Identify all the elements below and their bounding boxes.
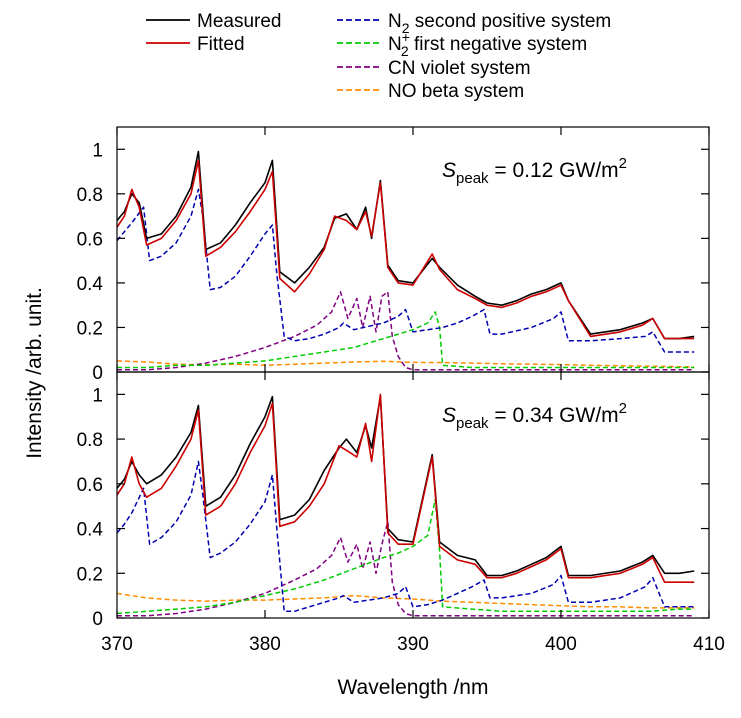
legend-label: CN violet system [388,58,531,79]
legend-label: N2 second positive system [388,11,611,36]
y-tick-label: 0.6 [77,475,103,496]
y-tick-label: 0.6 [77,229,103,250]
x-axis-tick-labels: 370 380 390 400 410 [101,634,725,655]
legend-item-measured: Measured [146,11,282,32]
y-tick-label: 0 [92,609,103,630]
x-axis-title: Wavelength /nm [338,676,489,699]
y-tick-label: 0.8 [77,185,103,206]
series-line-fitted [117,159,695,340]
peak-intensity-annotation: Speak = 0.34 GW/m2 [442,400,627,432]
legend-label: NO beta system [388,81,524,102]
y-tick-label: 1 [92,140,103,161]
y-axis-title: Intensity /arb. unit. [23,287,46,459]
legend-label: Fitted [197,34,245,55]
x-tick-label: 400 [545,634,577,655]
legend-item-cn-violet-system: CN violet system [337,58,531,79]
series-group [117,150,695,371]
series-line-cn-violet-system [117,521,695,617]
panel-top: 0 0.2 0.4 0.6 0.8 1 Speak = 0.12 GW/m2 [77,126,710,384]
legend-item-n2-second-positive-system: N2 second positive system [337,11,611,36]
series-line-n2-first-negative-system [117,311,695,369]
series-line-fitted [117,393,695,584]
series-line-cn-violet-system [117,291,695,371]
y-tick-label: 1 [92,385,103,406]
series-line-n2-second-positive-system [117,188,695,353]
legend-item-fitted: Fitted [146,34,245,55]
x-tick-label: 370 [101,634,133,655]
series-group [117,393,695,617]
y-tick-label: 0.2 [77,564,103,585]
legend-label: N+ 2 first negative system [388,29,587,59]
series-line-n2-first-negative-system [117,498,695,615]
x-tick-label: 410 [693,634,725,655]
x-tick-label: 380 [249,634,281,655]
series-line-n2-second-positive-system [117,460,695,613]
panel-bottom: 0 0.2 0.4 0.6 0.8 1 Speak = 0.34 GW/m2 [77,371,710,630]
legend-item-no-beta-system: NO beta system [337,81,524,102]
y-tick-label: 0.4 [77,274,104,295]
y-tick-label: 0.8 [77,430,103,451]
y-tick-label: 0 [92,363,103,384]
peak-intensity-annotation: Speak = 0.12 GW/m2 [442,155,627,187]
y-tick-label: 0.4 [77,520,104,541]
series-line-no-beta-system [117,592,695,609]
x-tick-label: 390 [397,634,429,655]
legend-label: Measured [197,11,282,32]
series-line-no-beta-system [117,360,695,368]
legend-item-n2-first-negative-system: N+ 2 first negative system [337,29,587,59]
y-tick-label: 0.2 [77,318,103,339]
